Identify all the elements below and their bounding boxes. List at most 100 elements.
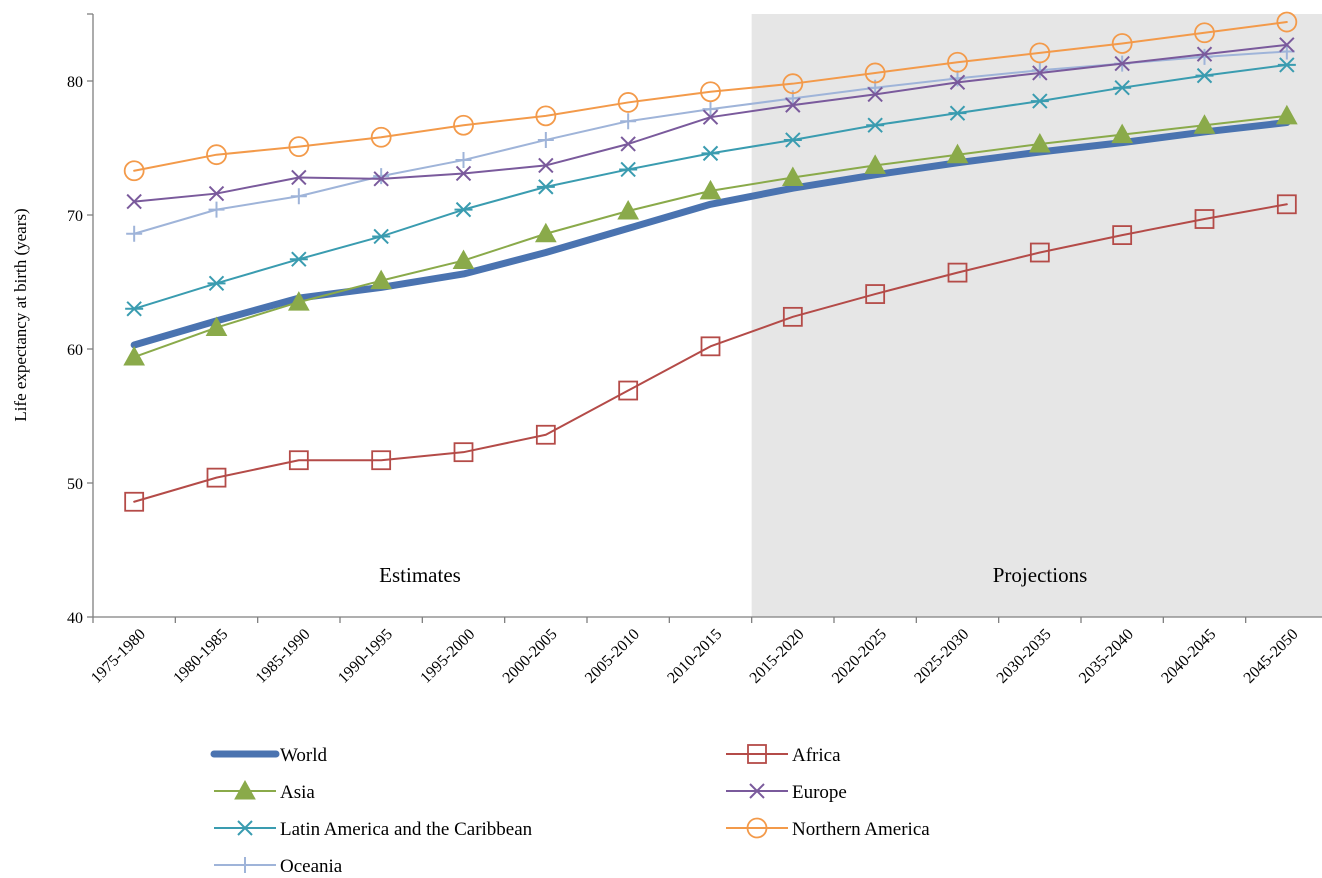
data-point-northern-america [535,105,557,127]
data-point-latin-america-and-the-caribbean [948,105,967,121]
y-tick-label: 60 [67,342,83,359]
series-line-northern-america [133,21,1288,172]
data-point-europe [1279,37,1295,53]
legend-label: Europe [792,782,847,803]
x-tick-label: 1980-1985 [170,626,231,687]
data-point-northern-america [206,144,227,166]
data-point-africa [288,450,309,471]
data-point-oceania [620,113,637,130]
data-point-europe [291,169,307,186]
legend-marker [749,783,765,799]
data-point-oceania [537,131,554,148]
legend-marker [234,779,256,800]
x-tick-label: 2040-2045 [1158,626,1219,687]
data-point-northern-america [1029,42,1051,64]
legend-item-world: World [210,745,328,766]
x-tick-label: 1975-1980 [88,626,149,687]
data-point-africa [865,284,886,304]
data-point-latin-america-and-the-caribbean [536,179,555,195]
y-tick-label: 40 [67,610,83,627]
data-point-latin-america-and-the-caribbean [289,251,308,267]
data-point-africa [453,442,474,463]
data-point-europe [208,185,225,202]
x-tick-label: 2025-2030 [911,626,972,687]
data-point-asia [1275,104,1298,125]
data-point-europe [538,157,554,174]
x-tick-label: 2010-2015 [664,626,725,687]
series-northern-america [123,11,1298,182]
data-point-asia [370,269,393,290]
x-tick-label: 2030-2035 [994,626,1055,687]
data-point-northern-america [617,92,639,113]
data-point-asia [864,154,887,174]
x-tick-label: 2015-2020 [747,626,808,687]
data-point-africa [206,467,227,488]
data-point-europe [867,86,883,103]
legend-marker [236,820,254,836]
data-point-northern-america [370,126,392,148]
data-point-africa [700,336,721,357]
x-tick-label: 1995-2000 [417,626,478,687]
data-point-latin-america-and-the-caribbean [1195,67,1214,84]
data-point-europe [1196,46,1213,62]
data-point-oceania [1031,62,1048,79]
series-europe [126,37,1295,210]
data-point-europe [702,109,719,125]
y-tick-label: 70 [67,208,83,225]
projection-shade-rect [751,14,1322,617]
legend-marker [747,744,767,764]
data-point-africa [618,380,639,401]
data-point-asia [1028,132,1051,153]
data-point-northern-america [453,114,474,136]
x-tick-label: 2005-2010 [582,626,643,687]
data-point-northern-america [288,136,310,158]
data-point-europe [620,136,636,152]
data-point-latin-america-and-the-caribbean [207,275,226,292]
x-tick-label: 2045-2050 [1241,626,1302,687]
data-point-asia [1111,123,1134,144]
x-tick-label: 1990-1995 [335,626,396,687]
data-point-latin-america-and-the-caribbean [783,132,802,148]
data-point-asia [123,346,146,366]
legend-label: World [280,745,328,766]
y-axis: 40 50 60 70 80 [67,13,94,627]
legend-label: Oceania [280,856,343,877]
data-point-latin-america-and-the-caribbean [454,201,473,218]
x-tick-label: 1985-1990 [253,626,314,687]
legend-item-latin-america-and-the-caribbean: Latin America and the Caribbean [214,819,533,840]
legend-marker [746,817,768,839]
legend-label: Asia [280,782,315,803]
data-point-asia [1193,114,1216,134]
data-point-northern-america [1194,22,1215,44]
data-point-africa [1276,194,1297,215]
series-line-africa [133,203,1288,503]
series-asia [123,104,1298,366]
data-point-oceania [455,152,472,169]
data-point-northern-america [1276,11,1298,33]
data-point-africa [124,491,145,512]
legend-item-africa: Africa [726,744,841,766]
data-point-europe [126,193,142,210]
y-tick-label: 80 [67,74,83,91]
data-point-asia [617,199,640,220]
data-point-asia [205,316,228,337]
data-point-asia [946,143,969,164]
data-point-oceania [702,101,719,118]
legend-item-europe: Europe [726,782,847,803]
data-point-northern-america [947,51,968,73]
data-point-africa [1112,225,1133,246]
data-point-europe [1032,65,1048,81]
data-point-oceania [208,201,225,218]
data-point-oceania [126,225,143,242]
data-point-asia [699,179,722,200]
series-layer [123,11,1298,512]
x-axis: 1975-1980 1980-1985 1985-1990 1990-1995 1995… [88,616,1322,687]
data-point-africa [535,424,556,445]
y-tick-label: 50 [67,476,83,493]
projection-region-shade [751,14,1322,617]
legend-item-oceania: Oceania [214,856,343,877]
data-point-northern-america [700,81,721,103]
legend-marker [237,857,253,873]
data-point-europe [1114,55,1130,72]
